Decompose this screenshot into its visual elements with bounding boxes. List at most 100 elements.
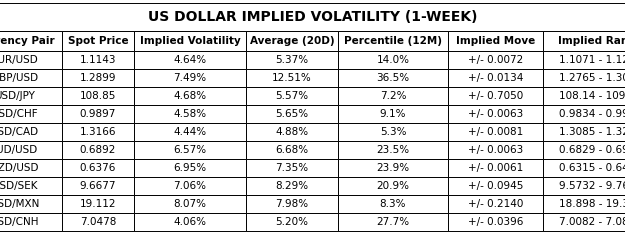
Bar [62, 31, 134, 51]
Bar [246, 177, 338, 195]
Bar [0, 3, 625, 31]
Bar [246, 141, 338, 159]
Text: 9.6677: 9.6677 [80, 181, 116, 191]
Text: +/- 0.2140: +/- 0.2140 [468, 199, 523, 209]
Bar [338, 87, 448, 105]
Text: 6.57%: 6.57% [174, 145, 206, 155]
Bar [246, 105, 338, 123]
Text: 27.7%: 27.7% [376, 217, 409, 227]
Bar [338, 213, 448, 231]
Text: 1.3085 - 1.3247: 1.3085 - 1.3247 [559, 127, 625, 137]
Text: AUD/USD: AUD/USD [0, 145, 39, 155]
Text: 9.1%: 9.1% [380, 109, 406, 119]
Text: 23.9%: 23.9% [376, 163, 409, 173]
Bar [448, 123, 543, 141]
Bar [448, 195, 543, 213]
Text: 14.0%: 14.0% [376, 55, 409, 65]
Bar [134, 51, 246, 69]
Text: 7.0478: 7.0478 [80, 217, 116, 227]
Text: 108.14 - 109.55: 108.14 - 109.55 [559, 91, 625, 101]
Bar [0, 31, 62, 51]
Bar [338, 177, 448, 195]
Bar [62, 51, 134, 69]
Text: 7.49%: 7.49% [174, 73, 206, 83]
Text: 1.1071 - 1.1215: 1.1071 - 1.1215 [559, 55, 625, 65]
Bar [338, 195, 448, 213]
Text: 4.58%: 4.58% [174, 109, 206, 119]
Text: 19.112: 19.112 [80, 199, 116, 209]
Bar [543, 159, 625, 177]
Text: US DOLLAR IMPLIED VOLATILITY (1-WEEK): US DOLLAR IMPLIED VOLATILITY (1-WEEK) [148, 10, 478, 24]
Text: 9.5732 - 9.7622: 9.5732 - 9.7622 [559, 181, 625, 191]
Text: 20.9%: 20.9% [376, 181, 409, 191]
Bar [543, 177, 625, 195]
Text: USD/CNH: USD/CNH [0, 217, 39, 227]
Bar [134, 177, 246, 195]
Bar [543, 123, 625, 141]
Bar [0, 87, 62, 105]
Bar [134, 31, 246, 51]
Bar [338, 159, 448, 177]
Bar [448, 69, 543, 87]
Text: +/- 0.0063: +/- 0.0063 [468, 145, 523, 155]
Bar [0, 123, 62, 141]
Text: USD/CHF: USD/CHF [0, 109, 38, 119]
Text: 6.95%: 6.95% [174, 163, 206, 173]
Text: 12.51%: 12.51% [272, 73, 312, 83]
Text: USD/MXN: USD/MXN [0, 199, 39, 209]
Text: 5.20%: 5.20% [276, 217, 309, 227]
Text: Currency Pair: Currency Pair [0, 36, 54, 46]
Bar [62, 123, 134, 141]
Text: 6.68%: 6.68% [276, 145, 309, 155]
Bar [448, 31, 543, 51]
Text: +/- 0.0945: +/- 0.0945 [468, 181, 523, 191]
Text: 8.3%: 8.3% [380, 199, 406, 209]
Text: +/- 0.0134: +/- 0.0134 [468, 73, 523, 83]
Bar [0, 69, 62, 87]
Text: NZD/USD: NZD/USD [0, 163, 39, 173]
Bar [448, 159, 543, 177]
Text: USD/SEK: USD/SEK [0, 181, 38, 191]
Bar [448, 51, 543, 69]
Text: 0.6829 - 0.6955: 0.6829 - 0.6955 [559, 145, 625, 155]
Text: +/- 0.0061: +/- 0.0061 [468, 163, 523, 173]
Text: 0.6376: 0.6376 [80, 163, 116, 173]
Bar [62, 177, 134, 195]
Text: 4.88%: 4.88% [276, 127, 309, 137]
Text: 5.65%: 5.65% [276, 109, 309, 119]
Bar [338, 105, 448, 123]
Bar [134, 123, 246, 141]
Bar [62, 213, 134, 231]
Text: 7.0082 - 7.0874: 7.0082 - 7.0874 [559, 217, 625, 227]
Text: 1.2765 - 1.3033: 1.2765 - 1.3033 [559, 73, 625, 83]
Bar [134, 141, 246, 159]
Text: 5.3%: 5.3% [380, 127, 406, 137]
Bar [134, 69, 246, 87]
Bar [448, 177, 543, 195]
Bar [0, 51, 62, 69]
Text: 0.9834 - 0.9960: 0.9834 - 0.9960 [559, 109, 625, 119]
Text: 7.2%: 7.2% [380, 91, 406, 101]
Text: +/- 0.0072: +/- 0.0072 [468, 55, 523, 65]
Bar [62, 141, 134, 159]
Text: 0.6892: 0.6892 [80, 145, 116, 155]
Text: Implied Volatility: Implied Volatility [139, 36, 241, 46]
Bar [0, 195, 62, 213]
Text: 7.98%: 7.98% [276, 199, 309, 209]
Text: 1.3166: 1.3166 [80, 127, 116, 137]
Bar [338, 69, 448, 87]
Text: GBP/USD: GBP/USD [0, 73, 38, 83]
Bar [134, 105, 246, 123]
Bar [246, 159, 338, 177]
Bar [448, 87, 543, 105]
Text: 5.57%: 5.57% [276, 91, 309, 101]
Text: 5.37%: 5.37% [276, 55, 309, 65]
Text: 4.68%: 4.68% [174, 91, 206, 101]
Bar [62, 159, 134, 177]
Bar [0, 159, 62, 177]
Text: 7.06%: 7.06% [174, 181, 206, 191]
Text: 4.64%: 4.64% [174, 55, 206, 65]
Bar [246, 195, 338, 213]
Text: +/- 0.7050: +/- 0.7050 [468, 91, 523, 101]
Text: +/- 0.0396: +/- 0.0396 [468, 217, 523, 227]
